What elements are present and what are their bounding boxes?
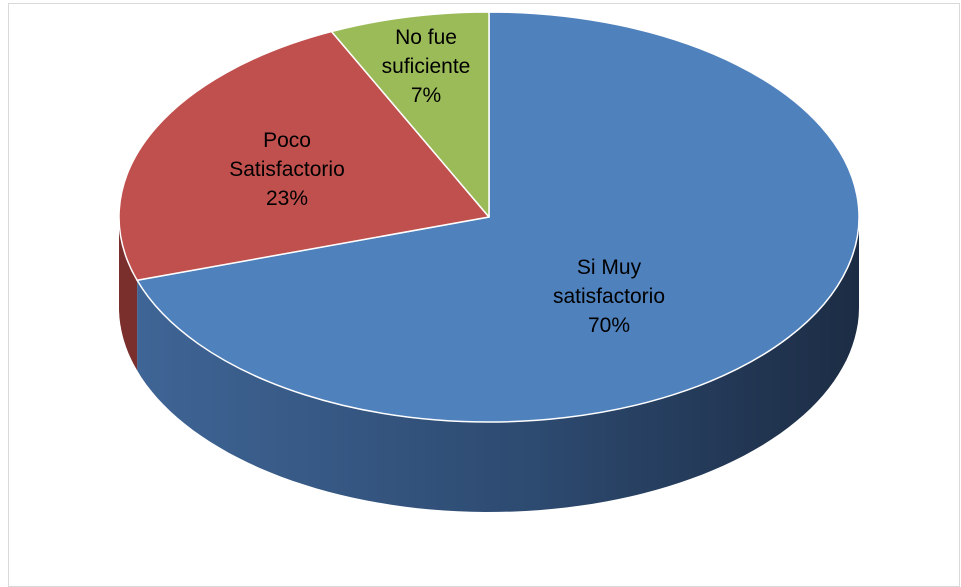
pie-side-0 — [137, 218, 860, 512]
pie-side-wall — [119, 217, 860, 512]
pie-slice-1 — [118, 30, 490, 282]
slice-percent-0: 70% — [588, 314, 630, 337]
slice-label-line-0-0: Si Muy — [577, 256, 642, 279]
slice-label-line-0-1: satisfactorio — [553, 285, 665, 308]
slice-percent-1: 23% — [266, 187, 308, 210]
pie-side-1 — [119, 217, 138, 371]
slice-label-line-1-0: Poco — [263, 129, 311, 152]
slice-label-line-2-1: suficiente — [382, 55, 471, 78]
slice-label-line-1-1: Satisfactorio — [229, 158, 345, 181]
slice-percent-2: 7% — [411, 84, 441, 107]
pie-top-face — [118, 11, 860, 423]
pie-chart: Si Muy satisfactorio 70% Poco Satisfactorio 2… — [118, 11, 860, 512]
slice-label-1: Poco Satisfactorio 23% — [229, 129, 345, 210]
slice-label-line-2-0: No fue — [395, 26, 457, 49]
pie-slice-0 — [136, 11, 860, 423]
pie-slice-2 — [330, 11, 490, 218]
slice-label-0: Si Muy satisfactorio 70% — [553, 256, 665, 337]
pie-labels: Si Muy satisfactorio 70% Poco Satisfactorio 2… — [229, 26, 665, 337]
slice-label-2: No fue suficiente 7% — [382, 26, 471, 107]
chart-frame: Si Muy satisfactorio 70% Poco Satisfactorio 2… — [8, 3, 960, 587]
